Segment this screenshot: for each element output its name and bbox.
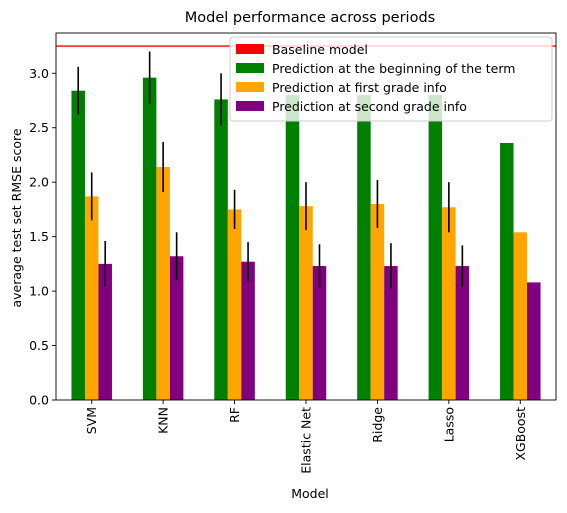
legend-swatch	[236, 63, 264, 73]
chart-title: Model performance across periods	[185, 10, 435, 26]
bar	[357, 95, 371, 400]
bar	[455, 266, 470, 400]
legend-swatch	[236, 82, 264, 92]
bar	[299, 206, 313, 400]
y-tick-label: 1.5	[29, 229, 49, 244]
legend-label: Prediction at second grade info	[272, 99, 467, 114]
bar	[312, 266, 327, 400]
legend-label: Baseline model	[272, 42, 368, 57]
y-tick-label: 3.0	[29, 66, 49, 81]
bar	[214, 99, 228, 400]
x-tick-label: SVM	[84, 407, 99, 434]
bar	[384, 266, 398, 400]
x-tick-label: KNN	[156, 407, 171, 434]
legend-label: Prediction at the beginning of the term	[272, 61, 515, 76]
y-axis-label: average test set RMSE score	[9, 128, 24, 307]
y-tick-label: 2.0	[29, 175, 49, 190]
x-axis-label: Model	[291, 486, 329, 501]
bar	[71, 90, 85, 400]
y-tick-label: 0.0	[29, 393, 49, 408]
bar	[169, 256, 184, 400]
x-tick-label: Lasso	[441, 407, 456, 442]
bar	[241, 261, 255, 400]
x-tick-label: Elastic Net	[299, 407, 314, 474]
bar	[513, 232, 528, 400]
y-tick-label: 1.0	[29, 284, 49, 299]
bar	[500, 142, 514, 401]
y-tick-label: 0.5	[29, 338, 49, 353]
plot-area: 0.0 0.5 1.0 1.5 2.0 2.5 3.0 SVM KNN RF Elastic Net…	[29, 32, 557, 474]
bar	[285, 95, 300, 400]
legend: Baseline model Prediction at the beginnin…	[229, 36, 553, 122]
legend-swatch	[236, 101, 264, 111]
legend-label: Prediction at first grade info	[272, 80, 447, 95]
bar	[156, 166, 170, 400]
x-tick-label: RF	[227, 407, 242, 423]
bar	[84, 196, 99, 400]
bar	[428, 95, 443, 400]
x-tick-label: Ridge	[370, 407, 385, 443]
bar	[142, 77, 157, 401]
bar	[527, 282, 541, 400]
bar	[227, 209, 242, 400]
x-tick-label: XGBoost	[513, 407, 528, 461]
bar	[442, 207, 456, 400]
bar	[370, 203, 385, 400]
legend-swatch	[236, 44, 264, 54]
y-tick-label: 2.5	[29, 120, 49, 135]
legend-box	[229, 36, 553, 122]
bar	[98, 263, 112, 400]
